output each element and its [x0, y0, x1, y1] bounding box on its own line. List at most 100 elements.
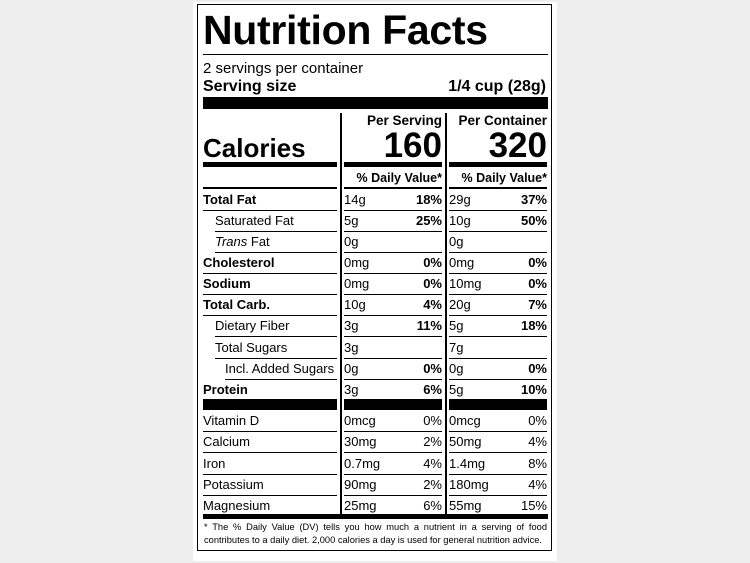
row-divider — [344, 273, 442, 274]
row-divider — [215, 231, 337, 232]
divider — [203, 54, 548, 55]
serving-daily-value: 11% — [416, 318, 442, 333]
serving-amount: 0mcg — [344, 413, 376, 428]
thick-divider — [449, 399, 547, 410]
row-divider — [449, 315, 547, 316]
calories-per-serving: 160 — [383, 126, 442, 165]
serving-amount: 0mg — [344, 276, 370, 291]
row-divider — [449, 210, 547, 211]
container-amount: 55mg — [449, 498, 482, 513]
container-daily-value: 50% — [520, 213, 547, 228]
serving-amount: 0g — [344, 361, 359, 376]
serving-amount: 14g — [344, 192, 366, 207]
divider — [344, 187, 442, 189]
row-divider — [449, 474, 547, 475]
serving-amount: 90mg — [344, 477, 377, 492]
row-divider — [449, 231, 547, 232]
row-divider — [215, 358, 337, 359]
container-amount: 5g — [449, 382, 464, 397]
row-divider — [449, 252, 547, 253]
nutrient-name: Total Sugars — [215, 340, 288, 355]
serving-daily-value: 4% — [423, 297, 442, 312]
serving-amount: 25mg — [344, 498, 377, 513]
row-divider — [449, 358, 547, 359]
container-daily-value: 7% — [528, 297, 547, 312]
container-amount: 5g — [449, 318, 464, 333]
serving-amount: 5g — [344, 213, 359, 228]
row-divider — [449, 379, 547, 380]
row-divider — [449, 294, 547, 295]
row-divider — [344, 252, 442, 253]
container-daily-value: 15% — [520, 498, 547, 513]
row-divider — [449, 273, 547, 274]
row-divider — [344, 474, 442, 475]
container-daily-value: 4% — [528, 477, 547, 492]
row-divider — [344, 495, 442, 496]
thick-divider — [203, 514, 548, 519]
serving-amount: 10g — [344, 297, 366, 312]
nutrient-name: Iron — [203, 456, 226, 471]
row-divider — [203, 315, 337, 316]
thick-divider — [203, 97, 548, 109]
row-divider — [215, 252, 337, 253]
divider — [203, 187, 337, 189]
calories-rule — [449, 162, 547, 167]
row-divider — [449, 336, 547, 337]
container-amount: 0g — [449, 234, 464, 249]
thick-divider — [344, 399, 442, 410]
nutrition-label-border — [197, 4, 552, 551]
container-daily-value: 0% — [528, 413, 547, 428]
nutrient-name: Incl. Added Sugars — [225, 361, 335, 376]
daily-value-header: % Daily Value* — [461, 171, 547, 185]
nutrient-name-italic: Trans — [215, 234, 248, 249]
nutrient-name: Cholesterol — [203, 255, 275, 270]
serving-daily-value: 18% — [415, 192, 442, 207]
row-divider — [203, 294, 337, 295]
servings-per-container: 2 servings per container — [203, 60, 364, 77]
row-divider — [203, 474, 337, 475]
container-amount: 0mcg — [449, 413, 481, 428]
serving-daily-value: 2% — [423, 434, 442, 449]
row-divider — [449, 431, 547, 432]
daily-value-header: % Daily Value* — [356, 171, 442, 185]
nutrient-name: Dietary Fiber — [215, 318, 290, 333]
row-divider — [344, 452, 442, 453]
serving-amount: 0g — [344, 234, 359, 249]
serving-amount: 3g — [344, 382, 359, 397]
nutrient-name: Magnesium — [203, 498, 271, 513]
container-amount: 29g — [449, 192, 471, 207]
calories-label: Calories — [203, 133, 306, 163]
serving-daily-value: 0% — [423, 255, 442, 270]
per-container-header: Per Container — [458, 113, 547, 128]
calories-per-container: 320 — [488, 126, 547, 165]
container-daily-value: 37% — [520, 192, 547, 207]
container-daily-value: 0% — [528, 361, 547, 376]
row-divider — [344, 231, 442, 232]
label-title: Nutrition Facts — [203, 7, 488, 53]
container-daily-value: 8% — [528, 456, 547, 471]
calories-rule — [344, 162, 442, 167]
serving-daily-value: 6% — [423, 498, 442, 513]
row-divider — [449, 452, 547, 453]
per-serving-header: Per Serving — [366, 113, 442, 128]
row-divider — [203, 210, 337, 211]
container-amount: 10g — [449, 213, 471, 228]
container-amount: 10mg — [449, 276, 482, 291]
container-daily-value: 4% — [528, 434, 547, 449]
container-amount: 20g — [449, 297, 471, 312]
footnote: * The % Daily Value (DV) tells you how m… — [204, 522, 547, 545]
row-divider — [203, 452, 337, 453]
serving-daily-value: 0% — [423, 361, 442, 376]
row-divider — [225, 379, 337, 380]
serving-daily-value: 6% — [423, 382, 442, 397]
calories-rule — [203, 162, 337, 167]
container-daily-value: 18% — [520, 318, 547, 333]
serving-daily-value: 4% — [423, 456, 442, 471]
serving-size-value: 1/4 cup (28g) — [448, 78, 546, 95]
container-amount: 0mg — [449, 255, 475, 270]
column-separator — [445, 113, 447, 519]
row-divider — [203, 495, 337, 496]
container-amount: 50mg — [449, 434, 482, 449]
row-divider — [344, 336, 442, 337]
container-daily-value: 0% — [528, 276, 547, 291]
